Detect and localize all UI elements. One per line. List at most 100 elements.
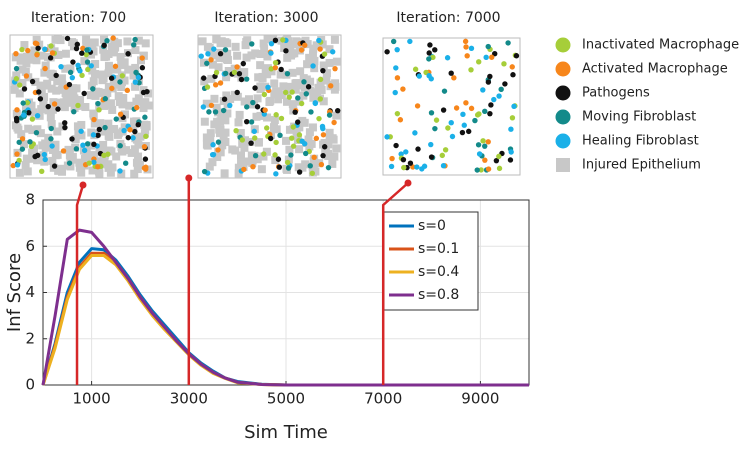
epithelium-cell: [233, 51, 242, 60]
epithelium-cell: [46, 113, 55, 122]
epithelium-cell: [53, 127, 62, 136]
epithelium-cell: [130, 145, 139, 154]
agent: [310, 63, 316, 69]
agent: [307, 163, 313, 169]
epithelium-cell: [314, 83, 323, 92]
agent: [328, 83, 334, 89]
epithelium-cell: [309, 165, 318, 174]
epithelium-cell: [57, 85, 66, 94]
agent: [302, 150, 309, 157]
epithelium-cell: [240, 68, 249, 77]
agent: [24, 100, 31, 106]
agent: [13, 76, 20, 82]
y-tick-label: 8: [25, 191, 35, 209]
epithelium-cell: [21, 161, 30, 170]
agent: [132, 79, 139, 85]
epithelium-cell: [301, 36, 310, 45]
agent: [84, 141, 91, 147]
snapshot-title: Iteration: 7000: [396, 10, 500, 26]
agent: [485, 43, 491, 50]
epithelium-cell: [328, 159, 337, 168]
epithelium-cell: [216, 125, 225, 134]
epithelium-cell: [69, 39, 78, 48]
epithelium-cell: [325, 58, 334, 67]
agent: [272, 37, 279, 44]
agent: [407, 160, 414, 166]
epithelium-cell: [257, 165, 266, 174]
agent: [80, 45, 86, 52]
epithelium-cell: [272, 125, 281, 134]
epithelium-cell: [280, 43, 289, 52]
epithelium-cell: [332, 144, 341, 153]
epithelium-cell: [53, 150, 62, 159]
agent: [217, 80, 224, 86]
epithelium-cell: [283, 97, 292, 106]
agent: [305, 84, 312, 90]
epithelium-cell: [15, 168, 24, 177]
agent: [91, 116, 97, 123]
agent: [231, 69, 238, 76]
epithelium-cell: [256, 61, 265, 70]
epithelium-cell: [226, 94, 235, 103]
agent: [416, 73, 422, 79]
agent: [241, 166, 247, 173]
agent: [414, 103, 421, 109]
epithelium-cell: [105, 132, 114, 141]
agent: [125, 134, 131, 141]
agent: [47, 55, 54, 61]
agent: [507, 157, 514, 163]
epithelium-cell: [19, 140, 28, 149]
agent: [480, 138, 486, 144]
epithelium-cell: [222, 73, 231, 82]
agent: [80, 142, 86, 148]
x-tick-label: 7000: [364, 390, 402, 408]
snapshot-title: Iteration: 3000: [214, 10, 318, 26]
agent-legend-label: Pathogens: [582, 86, 650, 101]
agent: [200, 104, 207, 110]
epithelium-cell: [66, 64, 75, 73]
epithelium-cell: [108, 105, 117, 114]
agent: [81, 90, 87, 97]
agent: [476, 151, 483, 157]
agent: [244, 104, 250, 110]
epithelium-cell: [248, 158, 257, 167]
epithelium-cell: [116, 52, 125, 61]
x-tick-label: 3000: [170, 390, 208, 408]
epithelium-cell: [247, 51, 256, 60]
agent: [108, 75, 115, 81]
agent: [252, 152, 259, 159]
agent: [475, 142, 482, 148]
agent: [509, 115, 516, 121]
agent: [325, 164, 332, 171]
epithelium-cell: [221, 54, 230, 63]
agent: [468, 67, 474, 73]
epithelium-cell: [210, 94, 219, 103]
agent: [485, 139, 491, 145]
epithelium-cell: [44, 106, 53, 115]
epithelium-cell: [28, 154, 37, 163]
epithelium-cell: [208, 51, 217, 60]
marker-dot: [79, 181, 87, 189]
epithelium-cell: [113, 65, 122, 74]
agent: [476, 59, 482, 65]
epithelium-cell: [26, 51, 35, 60]
epithelium-cell: [262, 147, 271, 156]
agent: [262, 107, 268, 113]
epithelium-cell: [321, 148, 330, 157]
agent: [95, 100, 101, 107]
agent: [48, 136, 54, 142]
agent: [320, 67, 326, 74]
agent: [482, 108, 488, 115]
agent: [53, 72, 59, 79]
agent: [117, 143, 123, 149]
agent: [73, 146, 80, 152]
epithelium-cell: [330, 152, 339, 161]
epithelium-cell: [73, 122, 82, 131]
agent: [290, 143, 297, 149]
agent: [142, 114, 148, 120]
agent: [449, 133, 456, 140]
epithelium-cell: [208, 60, 217, 69]
epithelium-cell: [236, 128, 245, 137]
epithelium-cell: [91, 60, 100, 69]
agent: [511, 103, 517, 109]
